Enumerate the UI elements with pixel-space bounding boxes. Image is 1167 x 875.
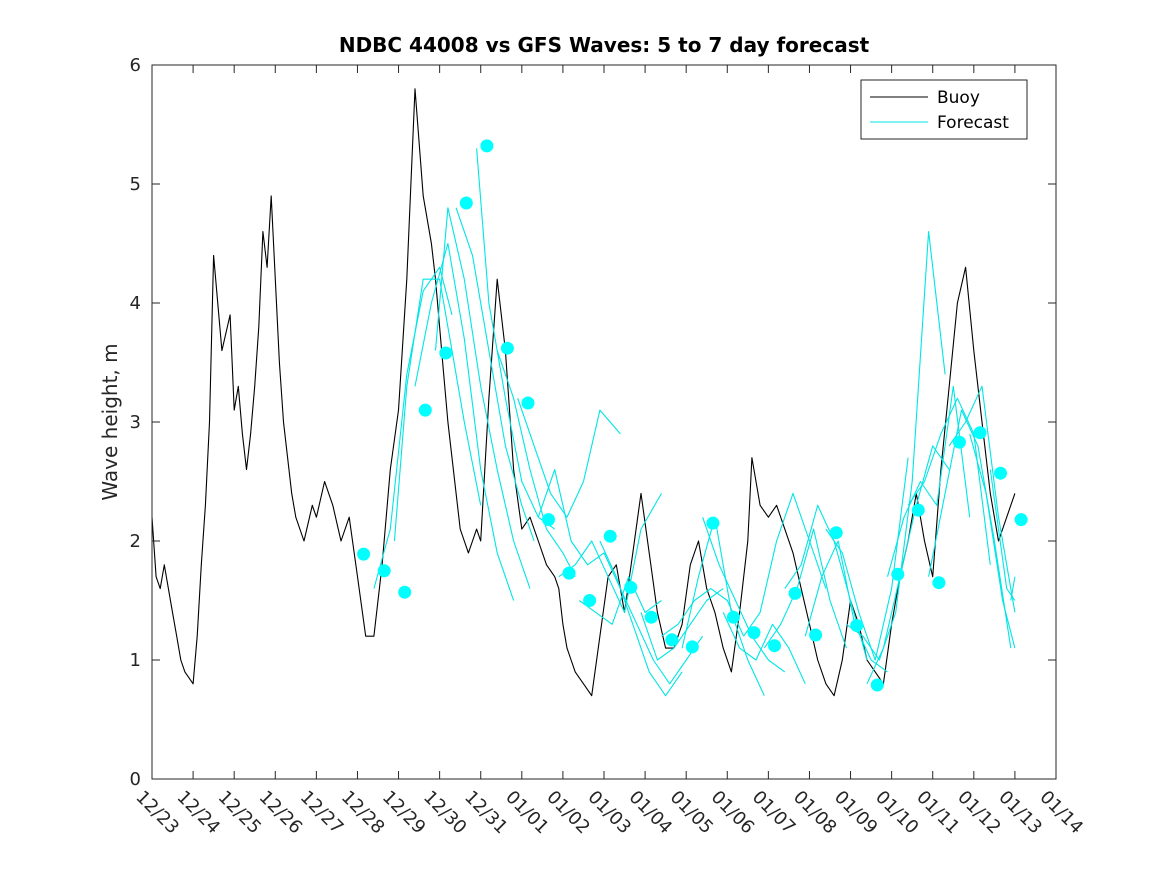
forecast-marker-18 xyxy=(726,610,740,624)
forecast-line-29 xyxy=(969,433,1016,649)
forecast-line-12 xyxy=(619,588,704,685)
forecast-marker-28 xyxy=(932,576,946,590)
forecast-line-10 xyxy=(578,576,662,625)
y-axis-label: Wave height, m xyxy=(98,343,122,500)
forecast-marker-17 xyxy=(706,516,720,530)
forecast-marker-9 xyxy=(542,513,555,527)
forecast-line-4 xyxy=(455,207,535,542)
legend-box xyxy=(860,79,1028,140)
forecast-line-8 xyxy=(537,469,621,589)
forecast-line-9 xyxy=(558,493,662,613)
forecast-marker-31 xyxy=(994,466,1007,480)
forecast-line-20 xyxy=(784,504,868,661)
y-tick-label-5: 5 xyxy=(130,174,141,195)
forecast-marker-32 xyxy=(1014,513,1028,527)
y-tick-label-6: 6 xyxy=(130,55,141,76)
forecast-start-markers xyxy=(357,139,1028,692)
legend-buoy-label: Buoy xyxy=(937,88,980,108)
forecast-line-6 xyxy=(496,350,576,577)
forecast-line-18 xyxy=(743,492,827,637)
forecast-marker-14 xyxy=(644,610,658,624)
forecast-line-28 xyxy=(948,385,1016,613)
forecast-line-27 xyxy=(928,409,1012,649)
forecast-marker-1 xyxy=(377,564,391,578)
forecast-line-21 xyxy=(804,540,888,673)
forecast-marker-16 xyxy=(685,640,699,654)
y-tick-label-3: 3 xyxy=(130,412,141,433)
forecast-marker-22 xyxy=(809,628,823,642)
forecast-marker-6 xyxy=(480,139,494,153)
forecast-line-31 xyxy=(1010,576,1016,601)
forecast-line-23 xyxy=(846,231,946,661)
forecast-line-1 xyxy=(393,278,482,542)
forecast-marker-10 xyxy=(562,566,576,580)
y-tick-label-2: 2 xyxy=(130,531,141,552)
y-tick-label-0: 0 xyxy=(130,769,141,790)
forecast-line-16 xyxy=(702,517,786,673)
forecast-line-25 xyxy=(886,385,971,577)
forecast-line-30 xyxy=(989,469,1016,601)
forecast-marker-27 xyxy=(911,503,925,517)
forecast-line-26 xyxy=(907,397,991,565)
forecast-marker-0 xyxy=(357,547,371,561)
forecast-marker-5 xyxy=(459,196,473,210)
forecast-line-22 xyxy=(825,457,909,661)
forecast-marker-12 xyxy=(603,529,617,543)
y-tick-label-4: 4 xyxy=(130,293,141,314)
forecast-marker-26 xyxy=(891,567,905,581)
plot-area xyxy=(152,65,1056,779)
forecast-marker-11 xyxy=(583,594,597,607)
forecast-line-7 xyxy=(517,398,621,518)
forecast-marker-20 xyxy=(768,639,781,653)
forecast-line-17 xyxy=(722,612,806,685)
forecast-marker-15 xyxy=(665,633,679,647)
forecast-marker-21 xyxy=(788,586,802,600)
forecast-marker-7 xyxy=(500,341,514,355)
forecast-series xyxy=(373,148,1016,697)
forecast-marker-24 xyxy=(850,619,864,632)
forecast-line-11 xyxy=(599,540,683,697)
forecast-marker-25 xyxy=(870,678,884,692)
forecast-marker-29 xyxy=(952,435,966,449)
forecast-line-13 xyxy=(640,588,724,661)
forecast-marker-3 xyxy=(418,403,432,417)
forecast-marker-2 xyxy=(398,585,412,599)
forecast-line-19 xyxy=(763,528,847,649)
forecast-line-2 xyxy=(414,242,515,601)
forecast-line-3 xyxy=(434,207,531,589)
y-axis: 0 1 2 3 4 5 6 xyxy=(130,55,1056,790)
buoy-line xyxy=(151,88,1016,697)
forecast-marker-19 xyxy=(747,626,761,640)
forecast-marker-4 xyxy=(439,346,453,360)
forecast-marker-30 xyxy=(973,426,987,440)
forecast-line-5 xyxy=(476,148,556,530)
forecast-marker-13 xyxy=(624,580,638,594)
forecast-marker-23 xyxy=(829,526,843,540)
legend-forecast-label: Forecast xyxy=(937,113,1009,133)
y-tick-label-1: 1 xyxy=(130,650,141,671)
chart-title: NDBC 44008 vs GFS Waves: 5 to 7 day fore… xyxy=(339,33,870,57)
buoy-series xyxy=(151,88,1016,697)
forecast-marker-8 xyxy=(521,396,535,410)
legend: Buoy Forecast xyxy=(860,79,1028,140)
forecast-line-15 xyxy=(681,516,765,696)
